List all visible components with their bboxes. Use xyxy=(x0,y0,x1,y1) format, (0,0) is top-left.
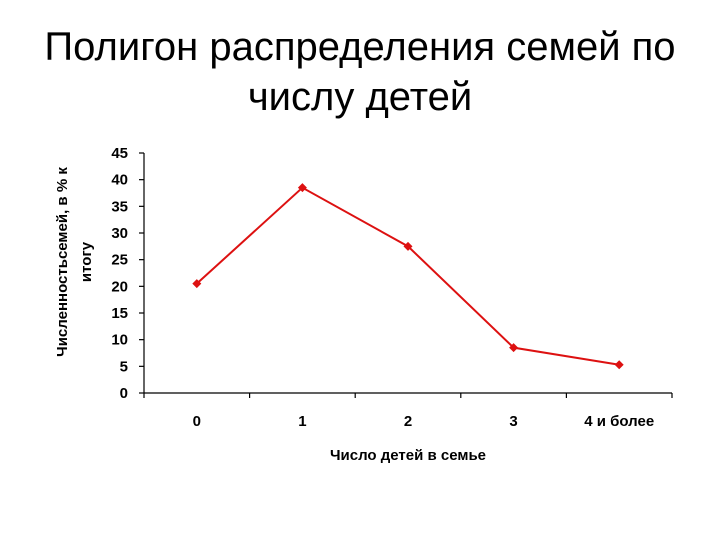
x-tick-label: 2 xyxy=(404,413,412,430)
y-axis-title-line-2: итогу xyxy=(78,241,95,282)
chart-title: Полигон распределения семей по числу дет… xyxy=(0,22,720,122)
y-tick-label: 30 xyxy=(111,225,128,242)
data-point xyxy=(509,343,519,353)
y-tick-label: 40 xyxy=(111,172,128,189)
y-tick-label: 25 xyxy=(111,252,128,269)
y-tick-label: 45 xyxy=(111,145,128,162)
y-tick-label: 0 xyxy=(120,385,128,402)
series-line xyxy=(196,186,620,366)
x-ticks: 0 1 2 3 4 и более xyxy=(143,393,673,430)
chart-title-line-2: числу детей xyxy=(247,75,473,119)
y-tick-label: 20 xyxy=(111,278,128,295)
x-tick-label: 4 и более xyxy=(584,413,654,430)
x-tick-label: 3 xyxy=(509,413,517,430)
data-point xyxy=(614,360,624,370)
y-axis-title-line-1: Численностьсемей, в % к xyxy=(54,167,71,357)
y-tick-label: 35 xyxy=(111,198,128,215)
x-tick-label: 1 xyxy=(298,413,306,430)
data-point xyxy=(403,241,413,251)
data-point xyxy=(192,279,202,289)
chart-title-line-1: Полигон распределения семей по xyxy=(44,25,676,69)
x-axis-title: Число детей в семье xyxy=(330,447,486,464)
data-point xyxy=(297,183,307,193)
y-ticks: 0 5 10 15 20 25 30 35 40 45 xyxy=(111,145,144,402)
y-tick-label: 10 xyxy=(111,332,128,349)
y-tick-label: 5 xyxy=(120,358,128,375)
y-tick-label: 15 xyxy=(111,305,128,322)
y-axis-title: Численностьсемей, в % к итогу xyxy=(54,167,95,357)
series-group xyxy=(192,183,624,370)
x-tick-label: 0 xyxy=(193,413,201,430)
